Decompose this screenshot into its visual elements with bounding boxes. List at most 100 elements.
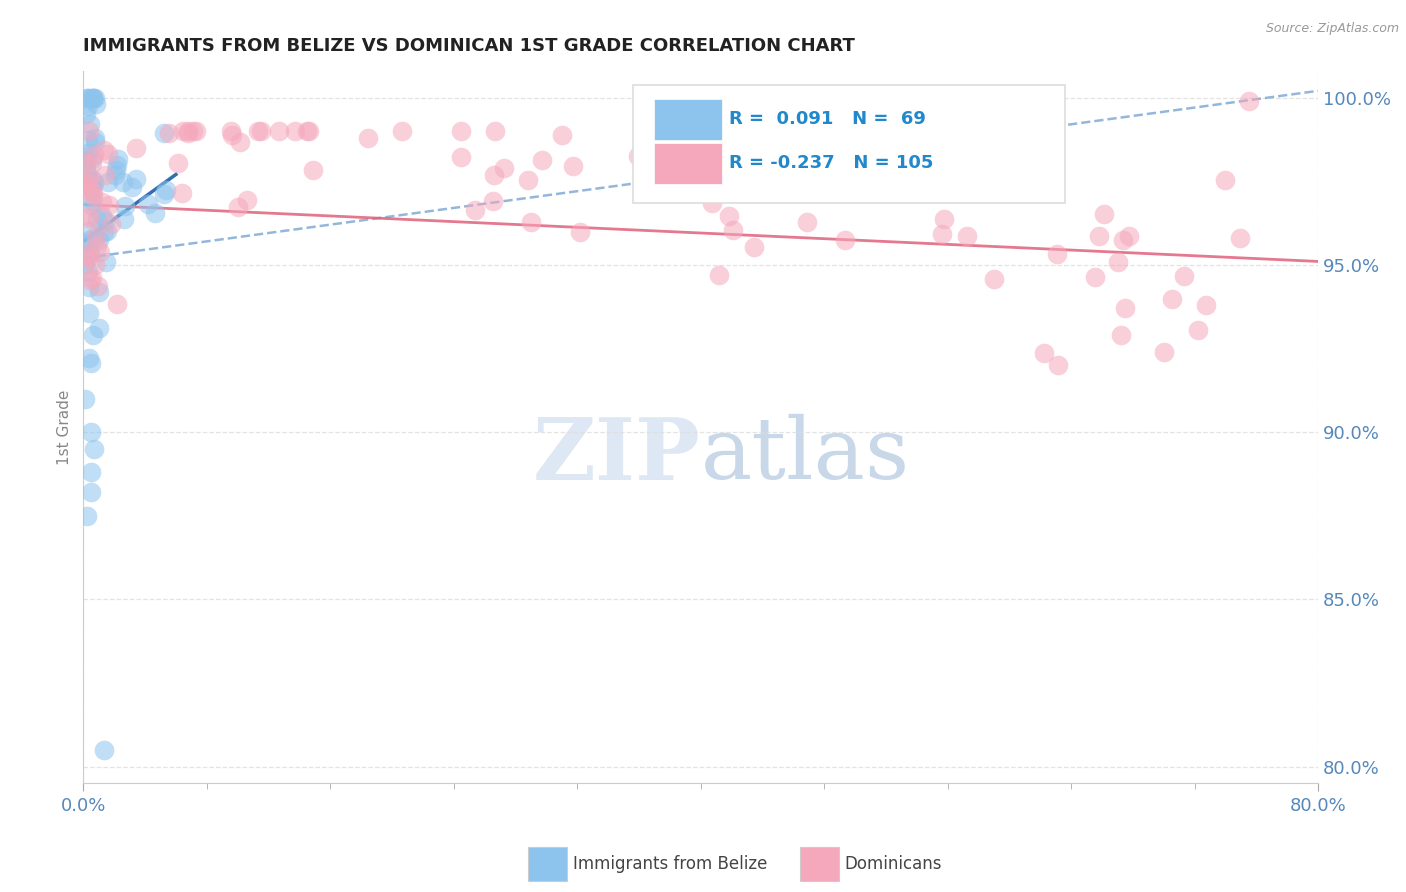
Point [80, 485, 103, 500]
Point [83, 176, 105, 190]
Point [77, 146, 100, 161]
Point [80, 465, 103, 479]
Point [86, 239, 108, 253]
Point [80, 425, 103, 439]
Point [84, 231, 107, 245]
Point [707, 268, 730, 283]
Point [298, 124, 321, 138]
Point [125, 172, 148, 186]
FancyBboxPatch shape [633, 85, 1064, 202]
Point [80, 184, 103, 198]
Point [100, 217, 122, 231]
Point [700, 196, 723, 211]
Point [1173, 269, 1195, 284]
Point [87, 285, 110, 299]
Text: ZIP: ZIP [533, 414, 700, 498]
Point [391, 124, 413, 138]
Point [82, 156, 104, 170]
Point [219, 124, 242, 138]
Point [157, 126, 180, 140]
Point [93, 143, 115, 157]
Point [79, 117, 101, 131]
Point [76, 153, 98, 167]
Point [77, 247, 100, 261]
Point [1118, 228, 1140, 243]
Text: Immigrants from Belize: Immigrants from Belize [572, 855, 768, 873]
Point [530, 153, 553, 168]
Point [84, 258, 107, 272]
Point [482, 168, 505, 182]
Point [1229, 231, 1251, 245]
Point [738, 162, 761, 177]
Point [93, 214, 115, 228]
Point [284, 124, 307, 138]
Point [79, 356, 101, 370]
Point [84, 130, 107, 145]
Point [482, 194, 505, 208]
Point [1195, 298, 1218, 312]
Point [87, 279, 110, 293]
Point [84, 135, 107, 149]
Point [73, 156, 96, 170]
Text: IMMIGRANTS FROM BELIZE VS DOMINICAN 1ST GRADE CORRELATION CHART: IMMIGRANTS FROM BELIZE VS DOMINICAN 1ST … [83, 37, 855, 55]
Point [76, 90, 98, 104]
Point [77, 233, 100, 247]
Point [75, 161, 97, 176]
Point [1047, 358, 1070, 372]
Point [450, 150, 472, 164]
Point [494, 161, 516, 175]
Point [82, 90, 104, 104]
Point [683, 148, 706, 162]
Point [79, 273, 101, 287]
Point [170, 186, 193, 200]
Point [121, 179, 143, 194]
Point [75, 257, 97, 271]
Point [79, 211, 101, 225]
Point [80, 152, 103, 166]
Point [96, 224, 118, 238]
Text: Dominicans: Dominicans [845, 855, 942, 873]
Point [143, 206, 166, 220]
Point [107, 152, 129, 166]
Point [184, 124, 207, 138]
Point [1087, 228, 1109, 243]
Point [1112, 233, 1135, 247]
Point [73, 151, 96, 165]
Point [956, 161, 979, 175]
Point [73, 392, 96, 406]
Point [97, 147, 120, 161]
Point [136, 197, 159, 211]
Text: R = -0.237   N = 105: R = -0.237 N = 105 [730, 154, 934, 172]
Point [77, 209, 100, 223]
Point [569, 225, 592, 239]
Point [105, 162, 128, 177]
Point [561, 159, 583, 173]
Point [796, 215, 818, 229]
Point [77, 306, 100, 320]
Point [464, 203, 486, 218]
Point [77, 133, 100, 147]
Point [166, 156, 188, 170]
Point [112, 175, 135, 189]
Point [76, 175, 98, 189]
Point [269, 124, 291, 138]
Point [983, 271, 1005, 285]
Point [172, 124, 194, 138]
Point [93, 743, 115, 757]
Text: atlas: atlas [700, 414, 910, 497]
Point [956, 229, 979, 244]
Point [114, 198, 136, 212]
Point [75, 252, 97, 266]
Point [75, 107, 97, 121]
Point [77, 264, 100, 278]
FancyBboxPatch shape [654, 143, 721, 184]
Point [932, 212, 955, 227]
Point [98, 198, 121, 212]
Point [75, 176, 97, 190]
Point [83, 148, 105, 162]
Point [76, 224, 98, 238]
Point [177, 124, 200, 138]
Point [84, 228, 107, 243]
Point [153, 126, 176, 140]
Point [229, 135, 252, 149]
